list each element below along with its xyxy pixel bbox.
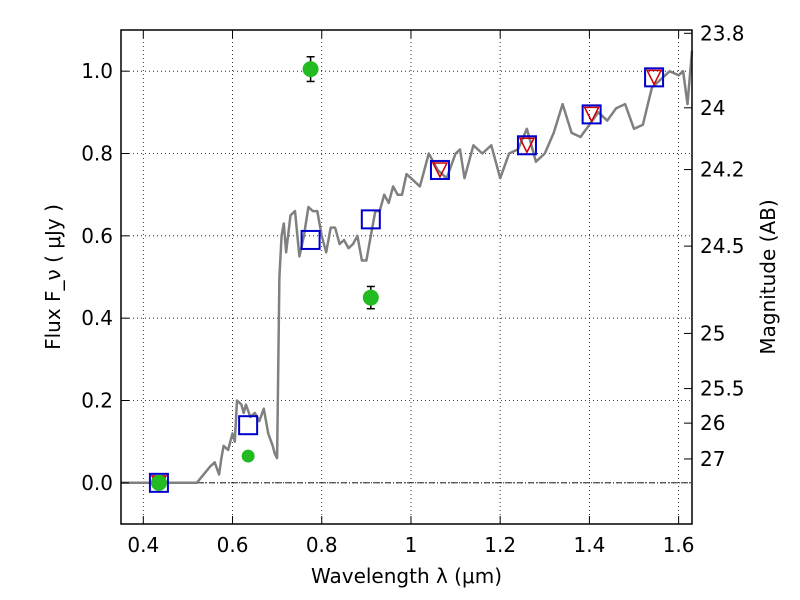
observed-point xyxy=(362,289,379,306)
x-tick-label: 1.2 xyxy=(484,533,516,557)
y-tick-label: 0.0 xyxy=(81,471,113,495)
x-tick-label: 0.4 xyxy=(127,533,159,557)
y2-tick-label: 25.5 xyxy=(700,377,745,401)
model-triangle-marker xyxy=(518,137,536,154)
y-tick-label: 1.0 xyxy=(81,59,113,83)
y-tick-label: 0.8 xyxy=(81,142,113,166)
model-box-marker xyxy=(238,415,259,436)
x-axis-title: Wavelength λ (μm) xyxy=(311,564,502,588)
y-tick-label: 0.4 xyxy=(81,306,113,330)
x-tick-label: 0.6 xyxy=(217,533,249,557)
model-box-marker xyxy=(360,209,381,230)
y2-tick-label: 24.2 xyxy=(700,158,745,182)
y2-axis-title: Magnitude (AB) xyxy=(756,199,780,354)
model-box-marker xyxy=(516,135,537,156)
x-tick-label: 0.8 xyxy=(306,533,338,557)
observed-point xyxy=(302,61,319,78)
y2-tick-label: 23.8 xyxy=(700,21,745,45)
plot-area xyxy=(121,30,692,524)
y2-tick-label: 24.5 xyxy=(700,234,745,258)
model-triangle-marker xyxy=(645,69,663,87)
axes-frame xyxy=(120,29,693,525)
observed-point xyxy=(150,474,167,491)
y2-tick-label: 24 xyxy=(700,96,725,120)
model-box-marker xyxy=(148,472,169,493)
model-box-marker xyxy=(581,104,602,125)
model-triangle-marker xyxy=(431,162,449,179)
y2-tick-label: 26 xyxy=(700,411,725,435)
y2-tick-label: 27 xyxy=(700,447,725,471)
model-triangle-marker xyxy=(583,106,600,124)
observed-point xyxy=(241,449,255,463)
model-box-marker xyxy=(429,159,450,180)
x-tick-label: 1.6 xyxy=(663,533,695,557)
y-axis-title: Flux F_ν ( μJy ) xyxy=(41,204,65,350)
model-spectrum-line xyxy=(121,50,694,485)
y-tick-label: 0.6 xyxy=(81,224,113,248)
model-box-marker xyxy=(644,67,665,88)
y2-tick-label: 25 xyxy=(700,321,725,345)
x-tick-label: 1 xyxy=(405,533,418,557)
x-tick-label: 1.4 xyxy=(573,533,605,557)
y-tick-label: 0.2 xyxy=(81,389,113,413)
model-box-marker xyxy=(300,229,321,250)
